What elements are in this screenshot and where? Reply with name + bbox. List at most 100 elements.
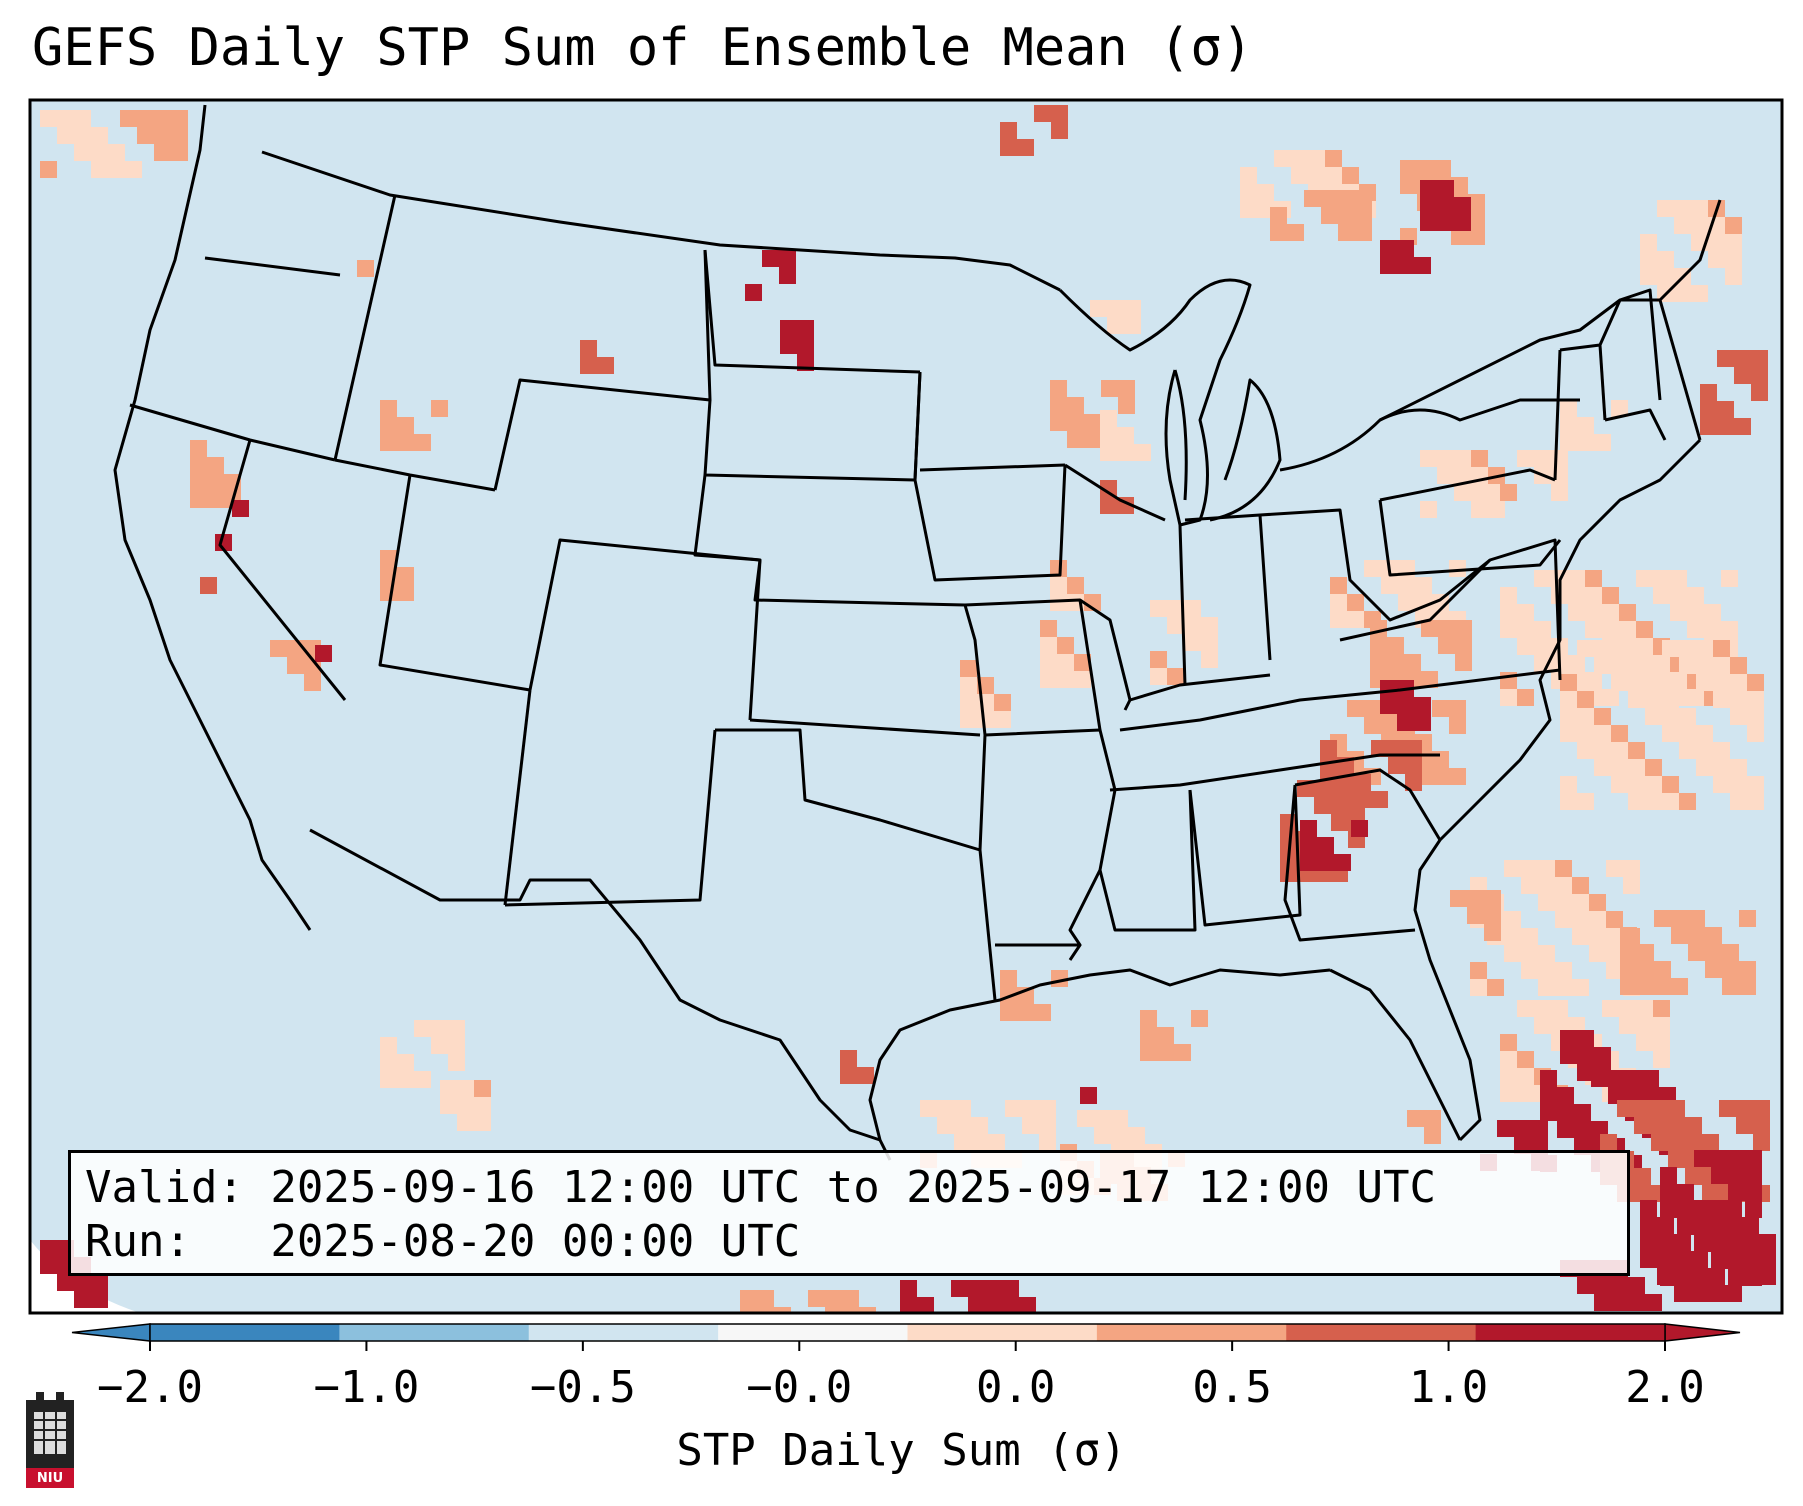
anomaly-cell (1653, 1017, 1670, 1034)
anomaly-cell (1745, 1167, 1762, 1184)
anomaly-cell (190, 491, 207, 508)
anomaly-cell (1728, 1150, 1745, 1167)
anomaly-cell (1721, 621, 1738, 638)
colorbar-tick-label: −1.0 (313, 1362, 420, 1413)
anomaly-cell (1471, 484, 1488, 501)
anomaly-cell (380, 1037, 397, 1054)
anomaly-cell (1704, 604, 1721, 621)
anomaly-cell (1397, 257, 1414, 274)
anomaly-cell (1538, 962, 1555, 979)
anomaly-cell (1517, 1068, 1534, 1085)
anomaly-cell (1455, 654, 1472, 671)
anomaly-cell (431, 400, 448, 417)
anomaly-cell (1668, 1151, 1685, 1168)
anomaly-cell (1100, 444, 1117, 461)
anomaly-cell (474, 1097, 491, 1114)
anomaly-cell (1623, 860, 1640, 877)
anomaly-cell (1487, 979, 1504, 996)
anomaly-cell (1240, 167, 1257, 184)
anomaly-cell (440, 1097, 457, 1114)
anomaly-cell (207, 457, 224, 474)
anomaly-cell (1645, 1294, 1662, 1311)
anomaly-cell (1534, 450, 1551, 467)
anomaly-cell (1625, 1087, 1642, 1104)
anomaly-cell (1560, 793, 1577, 810)
anomaly-cell (1287, 224, 1304, 241)
anomaly-cell (1611, 640, 1628, 657)
anomaly-cell (1201, 651, 1218, 668)
anomaly-cell (1291, 167, 1308, 184)
anomaly-cell (1342, 167, 1359, 184)
anomaly-cell (1702, 1134, 1719, 1151)
anomaly-cell (985, 1297, 1002, 1313)
anomaly-cell (1421, 671, 1438, 688)
anomaly-cell (1589, 928, 1606, 945)
anomaly-cell (190, 457, 207, 474)
anomaly-cell (1696, 725, 1713, 742)
anomaly-cell (1687, 689, 1704, 706)
colorbar-segment (907, 1324, 1098, 1341)
anomaly-cell (1628, 691, 1645, 708)
anomaly-cell (1400, 177, 1417, 194)
anomaly-cell (1713, 776, 1730, 793)
anomaly-cell (171, 110, 188, 127)
anomaly-cell (1405, 757, 1422, 774)
anomaly-cell (1691, 285, 1708, 302)
anomaly-cell (1321, 207, 1338, 224)
anomaly-cell (1700, 384, 1717, 401)
anomaly-cell (1623, 877, 1640, 894)
anomaly-cell (1657, 251, 1674, 268)
anomaly-cell (1708, 1217, 1725, 1234)
anomaly-cell (1670, 570, 1687, 587)
anomaly-cell (951, 1280, 968, 1297)
anomaly-cell (1300, 837, 1317, 854)
anomaly-cell (1124, 300, 1141, 317)
anomaly-cell (937, 1117, 954, 1134)
anomaly-cell (1380, 680, 1397, 697)
anomaly-cell (1560, 1047, 1577, 1064)
anomaly-cell (1449, 717, 1466, 734)
anomaly-cell (1594, 725, 1611, 742)
anomaly-cell (1557, 1121, 1574, 1138)
anomaly-cell (1531, 1137, 1548, 1154)
anomaly-cell (1594, 434, 1611, 451)
anomaly-cell (1388, 740, 1405, 757)
lower-michigan (1209, 378, 1282, 522)
anomaly-cell (1734, 367, 1751, 384)
anomaly-cell (1691, 1268, 1708, 1285)
anomaly-cell (1500, 484, 1517, 501)
anomaly-cell (1653, 1000, 1670, 1017)
anomaly-cell (125, 161, 142, 178)
anomaly-cell (1657, 268, 1674, 285)
anomaly-cell (1000, 122, 1017, 139)
anomaly-cell (380, 550, 397, 567)
anomaly-cell (1184, 634, 1201, 651)
anomaly-cell (1728, 1167, 1745, 1184)
anomaly-cell (1704, 621, 1721, 638)
anomaly-cell (474, 1114, 491, 1131)
anomaly-cell (1560, 708, 1577, 725)
anomaly-cell (1454, 214, 1471, 231)
anomaly-cell (1354, 774, 1371, 791)
anomaly-cell (1577, 1047, 1594, 1064)
anomaly-cell (1050, 577, 1067, 594)
anomaly-cell (1050, 397, 1067, 414)
anomaly-cell (1517, 689, 1534, 706)
anomaly-cell (91, 127, 108, 144)
anomaly-cell (1397, 697, 1414, 714)
anomaly-cell (304, 674, 321, 691)
anomaly-cell (1521, 945, 1538, 962)
niu-logo: NIU (22, 1390, 78, 1490)
anomaly-cell (1759, 1268, 1776, 1285)
anomaly-cell (900, 1297, 917, 1313)
colorbar-tick-label: −0.0 (746, 1362, 853, 1413)
colorbar-extend-low (71, 1323, 151, 1342)
colorbar-tick-label: 1.0 (1408, 1362, 1489, 1413)
anomaly-cell (1534, 638, 1551, 655)
anomaly-cell (1730, 691, 1747, 708)
anomaly-cell (988, 1134, 1005, 1151)
anomaly-cell (1585, 604, 1602, 621)
anomaly-cell (1500, 1068, 1517, 1085)
anomaly-cell (1300, 820, 1317, 837)
anomaly-cell (1454, 484, 1471, 501)
